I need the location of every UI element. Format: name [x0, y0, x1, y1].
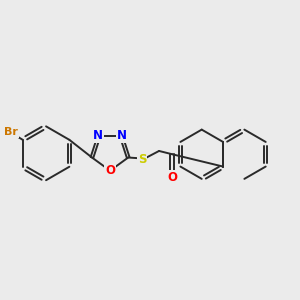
Text: Br: Br [4, 127, 18, 137]
Text: N: N [117, 129, 127, 142]
Text: N: N [93, 129, 103, 142]
Text: S: S [138, 153, 146, 166]
Text: O: O [105, 164, 115, 177]
Text: O: O [167, 171, 177, 184]
